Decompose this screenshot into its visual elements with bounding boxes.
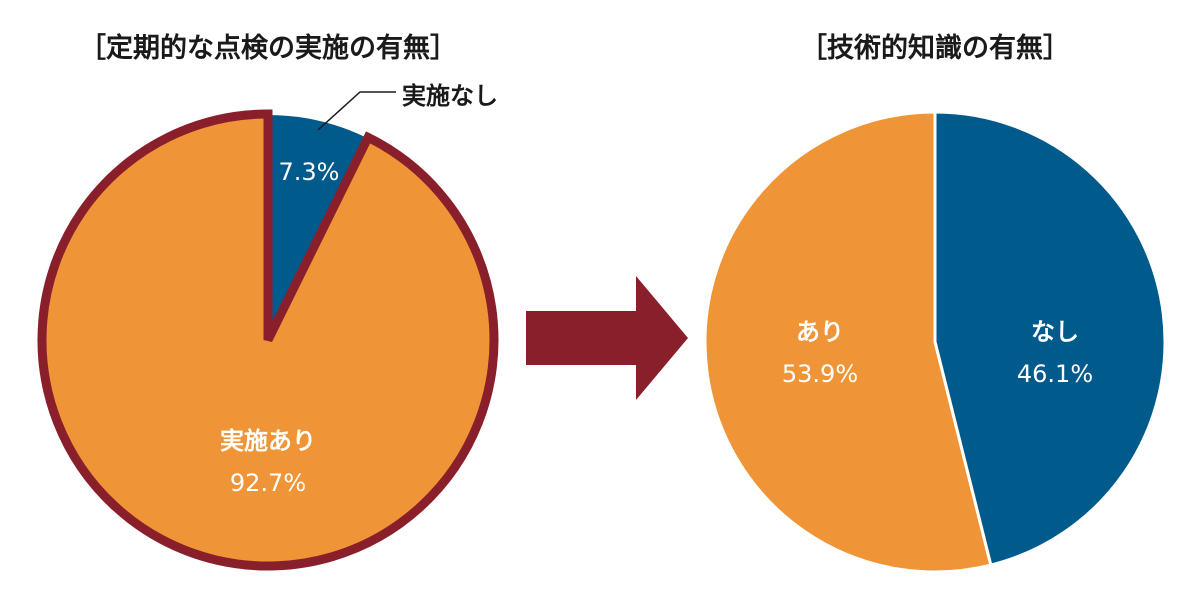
left-slice-label-none: 実施なし (402, 82, 498, 110)
right-slice-label-none: なし (1031, 318, 1079, 346)
pie-right-slice-1 (703, 110, 993, 574)
right-chart-title: ［技術的知識の有無］ (800, 32, 1070, 64)
right-pie-chart (703, 110, 1167, 574)
pie-right-slice-0 (933, 110, 1167, 567)
left-slice-value-none: 7.3% (279, 158, 340, 186)
right-slice-value-yes: 53.9% (782, 360, 858, 388)
left-pie-chart (37, 109, 499, 571)
right-arrow-icon (526, 276, 688, 400)
right-slice-label-yes: あり (796, 318, 844, 346)
left-slice-value-yes: 92.7% (230, 469, 306, 497)
left-chart-title: ［定期的な点検の実施の有無］ (79, 32, 457, 64)
left-highlight-outline (37, 109, 499, 571)
right-slice-value-none: 46.1% (1017, 360, 1093, 388)
left-slice-label-yes: 実施あり (220, 427, 316, 455)
callout-line (317, 91, 396, 131)
